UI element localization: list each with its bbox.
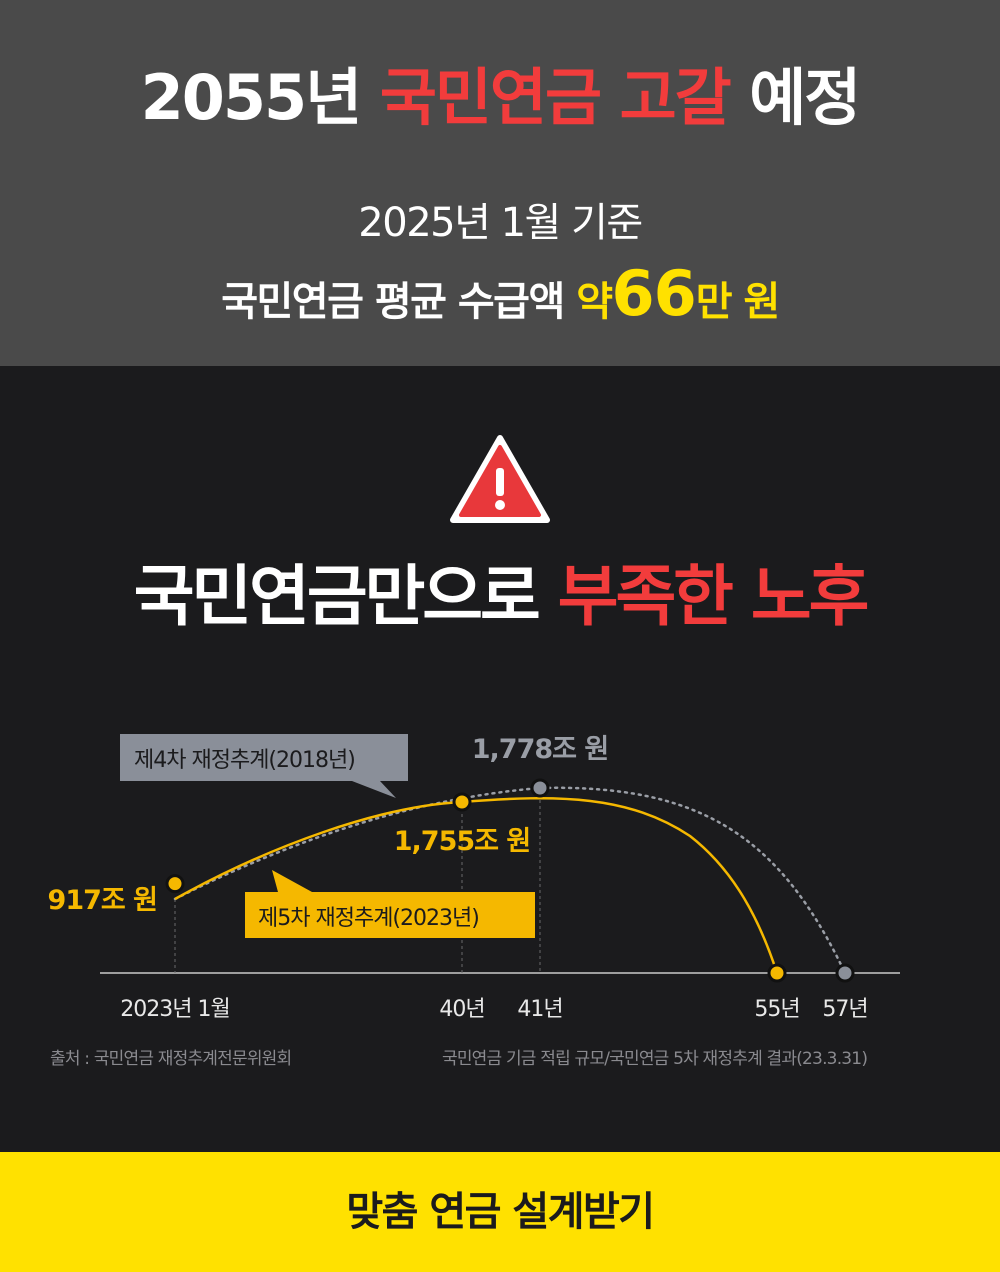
series-5th-value-label-0: 917조 원 bbox=[48, 885, 157, 916]
pension-fund-chart: 제4차 재정추계(2018년) 제5차 재정추계(2023년) 917조 원 1,… bbox=[48, 734, 900, 1022]
x-tick-label-1: 40년 bbox=[439, 997, 484, 1022]
x-tick-label-3: 55년 bbox=[754, 997, 799, 1022]
series-4th-callout: 제4차 재정추계(2018년) bbox=[120, 734, 408, 798]
section-title: 국민연금만으로 부족한 노후 bbox=[0, 556, 1000, 638]
source-note: 출처 : 국민연금 재정추계전문위원회 bbox=[50, 1049, 292, 1069]
headline-highlight: 국민연금 고갈 bbox=[379, 61, 732, 134]
average-benefit-line: 국민연금 평균 수급액 약66만 원 bbox=[0, 262, 1000, 334]
section-title-prefix: 국민연금만으로 bbox=[133, 558, 541, 635]
average-benefit-unit: 만 원 bbox=[695, 279, 781, 325]
series-4th-point-0 bbox=[530, 778, 550, 798]
series-4th-point-1 bbox=[835, 963, 855, 983]
average-benefit-number: 66 bbox=[611, 257, 697, 330]
headline: 2055년 국민연금 고갈 예정 bbox=[0, 58, 1000, 138]
headline-tail: 예정 bbox=[749, 61, 861, 134]
header-section: 2055년 국민연금 고갈 예정 2025년 1월 기준 국민연금 평균 수급액… bbox=[0, 0, 1000, 366]
series-4th-name: 제4차 재정추계(2018년) bbox=[134, 748, 355, 773]
series-5th-point-2 bbox=[767, 963, 787, 983]
x-tick-label-4: 57년 bbox=[822, 997, 867, 1022]
headline-year: 2055년 bbox=[140, 61, 363, 134]
pension-plan-button[interactable]: 맞춤 연금 설계받기 bbox=[0, 1152, 1000, 1272]
section-title-highlight: 부족한 노후 bbox=[557, 558, 870, 635]
reference-date: 2025년 1월 기준 bbox=[358, 200, 643, 246]
series-5th-point-1 bbox=[452, 792, 472, 812]
average-benefit-about: 약 bbox=[576, 279, 613, 325]
series-5th-name: 제5차 재정추계(2023년) bbox=[258, 906, 479, 931]
series-5th-callout: 제5차 재정추계(2023년) bbox=[245, 870, 535, 938]
average-benefit-label: 국민연금 평균 수급액 bbox=[221, 279, 565, 325]
source-detail: 국민연금 기금 적립 규모/국민연금 5차 재정추계 결과(23.3.31) bbox=[442, 1049, 868, 1069]
series-5th-point-0 bbox=[165, 874, 185, 894]
warning-icon bbox=[450, 435, 550, 523]
series-5th-line bbox=[174, 797, 779, 974]
x-tick-label-2: 41년 bbox=[517, 997, 562, 1022]
series-5th-value-label-1: 1,755조 원 bbox=[394, 826, 530, 857]
main-section: 국민연금만으로 부족한 노후 제4차 재정추계(2018년) 제5차 재정추계(… bbox=[0, 366, 1000, 1152]
series-4th-value-label-0: 1,778조 원 bbox=[472, 734, 608, 765]
x-tick-label-0: 2023년 1월 bbox=[120, 997, 229, 1022]
